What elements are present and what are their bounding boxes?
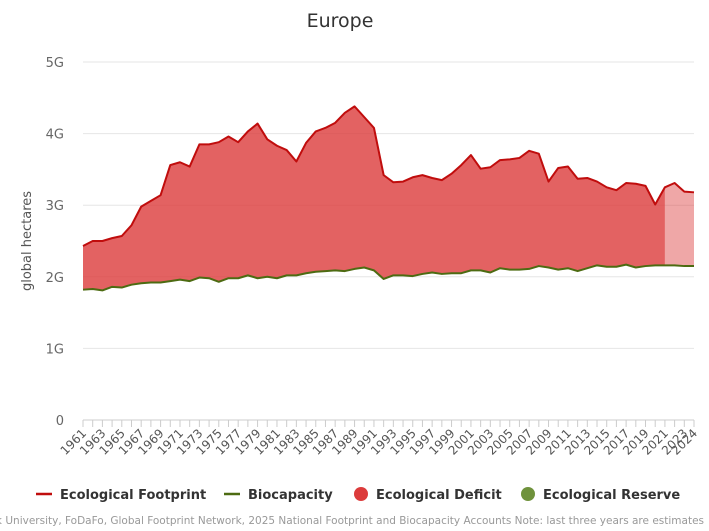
legend-label: Biocapacity [248,488,333,503]
y-tick-label: 3G [46,199,64,214]
legend-label: Ecological Footprint [60,488,206,503]
y-tick-label: 1G [46,342,64,357]
y-tick-label: 0 [56,414,64,429]
legend-item-ecological-deficit[interactable]: Ecological Deficit [354,487,502,503]
legend-item-biocapacity[interactable]: Biocapacity [224,488,333,503]
y-axis-ticks: 0 1G 2G 3G 4G 5G [46,56,64,429]
legend-label: Ecological Deficit [376,488,502,503]
plot-areas [83,106,694,291]
x-axis: 1961196319651967196919711973197519771979… [58,419,700,458]
legend: Ecological Footprint Biocapacity Ecologi… [36,487,680,503]
ecological-deficit-estimate-area[interactable] [664,183,694,267]
x-tick-label: 2024 [669,426,700,457]
legend-label: Ecological Reserve [543,488,680,503]
y-axis-label: global hectares [20,191,35,291]
y-tick-label: 5G [46,56,64,71]
legend-item-ecological-reserve[interactable]: Ecological Reserve [521,487,680,503]
ecological-deficit-area[interactable] [83,106,665,291]
ecological-footprint-line[interactable] [82,105,695,247]
legend-item-ecological-footprint[interactable]: Ecological Footprint [36,488,206,503]
plot-lines [82,105,695,292]
biocapacity-line[interactable] [82,263,694,292]
y-tick-label: 4G [46,128,64,143]
chart-title: Europe [307,10,374,32]
credits[interactable]: York University, FoDaFo, Global Footprin… [0,515,704,527]
legend-dot-swatch [354,487,368,501]
y-tick-label: 2G [46,271,64,286]
legend-dot-swatch [521,487,535,501]
